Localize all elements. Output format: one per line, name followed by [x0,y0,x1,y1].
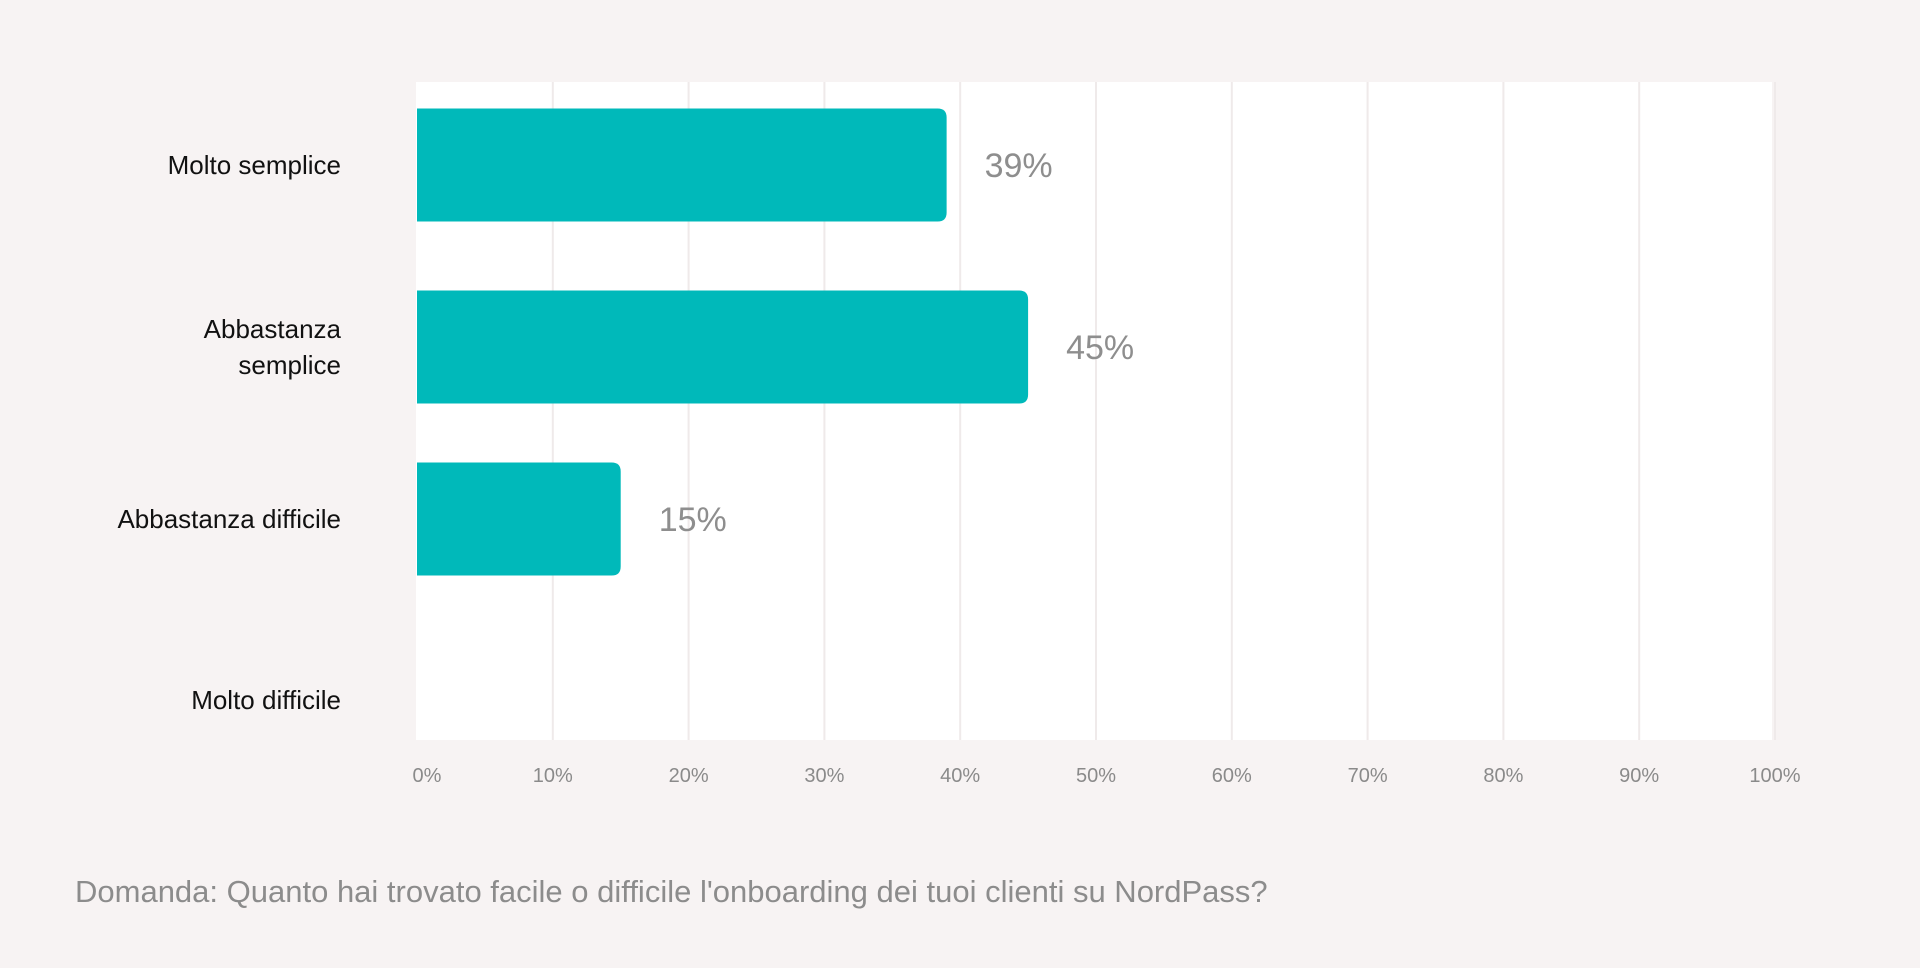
x-tick-label-80: 80% [1483,765,1523,787]
category-label-line: Abbastanza difficile [117,504,341,534]
bar-2 [417,462,621,576]
x-tick-label-100: 100% [1749,765,1800,787]
category-label-2: Abbastanza difficile [21,501,341,537]
x-tick-label-40: 40% [940,765,980,787]
category-label-1: Abbastanza semplice [21,311,341,383]
x-tick-label-70: 70% [1348,765,1388,787]
value-label-1: 45% [1066,329,1134,367]
question-caption: Domanda: Quanto hai trovato facile o dif… [75,874,1268,909]
x-tick-label-30: 30% [804,765,844,787]
x-tick-label-20: 20% [669,765,709,787]
x-tick-label-50: 50% [1076,765,1116,787]
category-label-line: Molto difficile [191,685,341,715]
x-tick-label-90: 90% [1619,765,1659,787]
x-tick-label-0: 0% [413,765,442,787]
category-label-line: Molto semplice [167,150,341,180]
value-label-0: 39% [985,147,1053,185]
category-label-line: Abbastanza [203,314,341,344]
x-tick-label-10: 10% [533,765,573,787]
category-label-0: Molto semplice [21,147,341,183]
category-label-line: semplice [238,350,341,380]
x-tick-label-60: 60% [1212,765,1252,787]
category-label-3: Molto difficile [21,682,341,718]
bar-0 [417,108,947,222]
value-label-2: 15% [659,501,727,539]
bar-1 [417,290,1029,404]
